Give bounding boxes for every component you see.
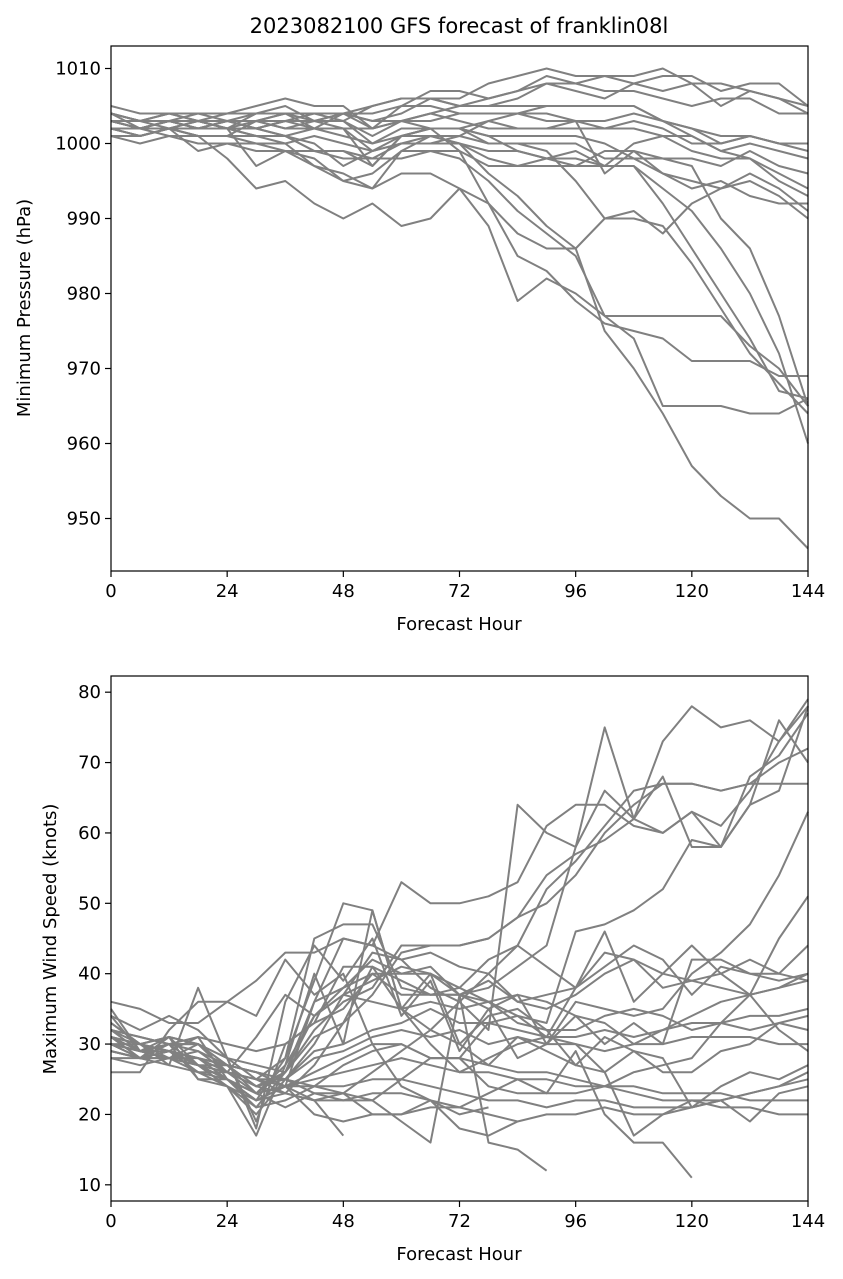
- wind-series-line-29: [111, 993, 548, 1172]
- pressure-series-line-21: [111, 105, 809, 197]
- wind-series-line-6: [110, 972, 809, 1053]
- pressure-series-line-12: [110, 112, 809, 407]
- chart-title: 2023082100 GFS forecast of franklin08l: [250, 14, 669, 38]
- wind-series-line-28: [110, 1050, 489, 1123]
- pressure-series-line-22: [111, 112, 808, 145]
- wind-panel: 10 20 30 40 50 60 70 80 0 24 48 72 96 120 144 Forecas…: [40, 675, 825, 1265]
- pressure-x-tick-label: 120: [675, 581, 709, 602]
- wind-x-tick-label: 72: [448, 1211, 471, 1232]
- pressure-series-line-16: [110, 127, 809, 550]
- pressure-y-tick-label: 970: [67, 359, 101, 380]
- wind-series-line-18: [110, 698, 809, 1102]
- wind-x-tick-label: 144: [791, 1211, 825, 1232]
- wind-series-line-22: [110, 951, 809, 1074]
- pressure-x-tick-label: 0: [105, 581, 116, 602]
- wind-x-axis-label: Forecast Hour: [396, 1244, 522, 1265]
- wind-x-tick-label: 96: [564, 1211, 587, 1232]
- pressure-series-line-17: [110, 120, 809, 415]
- pressure-series-line-9: [111, 127, 809, 212]
- wind-y-tick-label: 20: [78, 1104, 101, 1125]
- wind-y-axis: 10 20 30 40 50 60 70 80: [78, 682, 111, 1196]
- pressure-series-line-14: [110, 120, 809, 407]
- wind-x-tick-label: 120: [675, 1211, 709, 1232]
- pressure-series-group: [110, 67, 809, 550]
- wind-y-axis-label: Maximum Wind Speed (knots): [40, 804, 61, 1075]
- pressure-y-tick-label: 1000: [55, 134, 101, 155]
- pressure-series-line-13: [110, 112, 809, 400]
- wind-plot-frame: [110, 675, 809, 1202]
- wind-x-tick-label: 24: [216, 1211, 239, 1232]
- pressure-panel: 2023082100 GFS forecast of franklin08l 9…: [14, 14, 825, 635]
- pressure-y-tick-label: 1010: [55, 59, 101, 80]
- pressure-series-line-1: [110, 67, 809, 130]
- pressure-y-tick-label: 980: [67, 284, 101, 305]
- wind-series-group: [110, 698, 809, 1179]
- pressure-y-axis-label: Minimum Pressure (hPa): [14, 199, 35, 417]
- pressure-y-tick-label: 990: [67, 209, 101, 230]
- pressure-x-tick-label: 48: [332, 581, 355, 602]
- pressure-series-line-18: [110, 112, 809, 444]
- pressure-y-tick-label: 960: [67, 434, 101, 455]
- wind-x-axis: 0 24 48 72 96 120 144: [105, 1201, 825, 1232]
- wind-x-tick-label: 48: [332, 1211, 355, 1232]
- wind-y-tick-label: 50: [78, 893, 101, 914]
- pressure-x-tick-label: 96: [564, 581, 587, 602]
- wind-y-tick-label: 30: [78, 1034, 101, 1055]
- wind-series-line-2: [110, 782, 808, 1095]
- pressure-plot-frame: [110, 45, 809, 572]
- wind-series-line-25: [110, 1029, 809, 1109]
- pressure-x-axis: 0 24 48 72 96 120 144: [105, 571, 825, 602]
- wind-series-line-20: [110, 811, 809, 1130]
- wind-y-tick-label: 80: [78, 682, 101, 703]
- wind-y-tick-label: 60: [78, 823, 101, 844]
- pressure-y-tick-label: 950: [67, 509, 101, 530]
- pressure-y-axis: 950 960 970 980 990 1000 1010: [55, 59, 111, 530]
- pressure-x-tick-label: 24: [216, 581, 239, 602]
- wind-series-line-30: [111, 958, 519, 1137]
- pressure-series-line-10: [111, 127, 808, 205]
- wind-y-tick-label: 70: [78, 753, 101, 774]
- wind-x-tick-label: 0: [105, 1211, 116, 1232]
- wind-series-line-26: [111, 1050, 693, 1179]
- wind-y-tick-label: 40: [78, 964, 101, 985]
- pressure-series-line-15: [110, 135, 808, 377]
- wind-series-line-13: [110, 895, 809, 1116]
- pressure-x-tick-label: 144: [791, 581, 825, 602]
- pressure-x-tick-label: 72: [448, 581, 471, 602]
- wind-y-tick-label: 10: [78, 1175, 101, 1196]
- wind-series-line-4: [110, 951, 809, 1116]
- pressure-x-axis-label: Forecast Hour: [396, 614, 522, 635]
